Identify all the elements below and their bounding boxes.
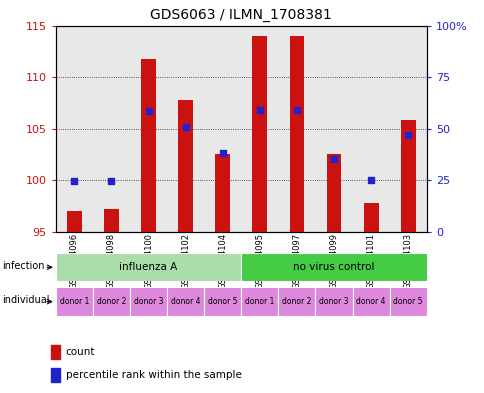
Point (366, 177, 374, 184)
Bar (93, 287, 130, 316)
Bar (56, 287, 93, 316)
Bar (56, 253, 241, 281)
Text: donor 2: donor 2 (282, 297, 311, 306)
Text: donor 1: donor 1 (60, 297, 89, 306)
Bar (215, 154, 230, 232)
Text: donor 5: donor 5 (208, 297, 237, 306)
Bar (141, 59, 156, 232)
Bar (204, 287, 241, 316)
Bar (389, 287, 426, 316)
Bar (130, 287, 166, 316)
Text: individual: individual (2, 295, 50, 305)
Bar (278, 287, 315, 316)
Text: donor 4: donor 4 (170, 297, 200, 306)
Point (107, 178, 115, 184)
Bar (166, 287, 204, 316)
Point (70, 178, 78, 184)
Bar (241, 287, 278, 316)
Bar (289, 36, 304, 232)
Text: donor 1: donor 1 (244, 297, 274, 306)
Bar (67, 211, 82, 232)
Text: infection: infection (2, 261, 45, 271)
Text: percentile rank within the sample: percentile rank within the sample (65, 370, 241, 380)
Bar (51, 345, 60, 360)
Bar (363, 203, 378, 232)
Point (218, 150, 226, 156)
Text: donor 5: donor 5 (393, 297, 422, 306)
Bar (252, 36, 267, 232)
Bar (326, 154, 341, 232)
Text: influenza A: influenza A (119, 262, 177, 272)
Point (330, 156, 337, 162)
Text: no virus control: no virus control (293, 262, 374, 272)
Text: donor 2: donor 2 (96, 297, 126, 306)
Bar (241, 253, 426, 281)
Point (256, 107, 263, 113)
Bar (352, 287, 389, 316)
Text: donor 4: donor 4 (356, 297, 385, 306)
Bar (400, 120, 415, 232)
Point (292, 107, 300, 113)
Title: GDS6063 / ILMN_1708381: GDS6063 / ILMN_1708381 (150, 8, 332, 22)
Bar (51, 367, 60, 382)
Bar (315, 287, 352, 316)
Point (144, 108, 152, 114)
Bar (104, 209, 119, 232)
Text: donor 3: donor 3 (134, 297, 163, 306)
Bar (178, 100, 193, 232)
Text: count: count (65, 347, 95, 357)
Point (182, 123, 189, 130)
Point (404, 132, 411, 138)
Text: donor 3: donor 3 (318, 297, 348, 306)
